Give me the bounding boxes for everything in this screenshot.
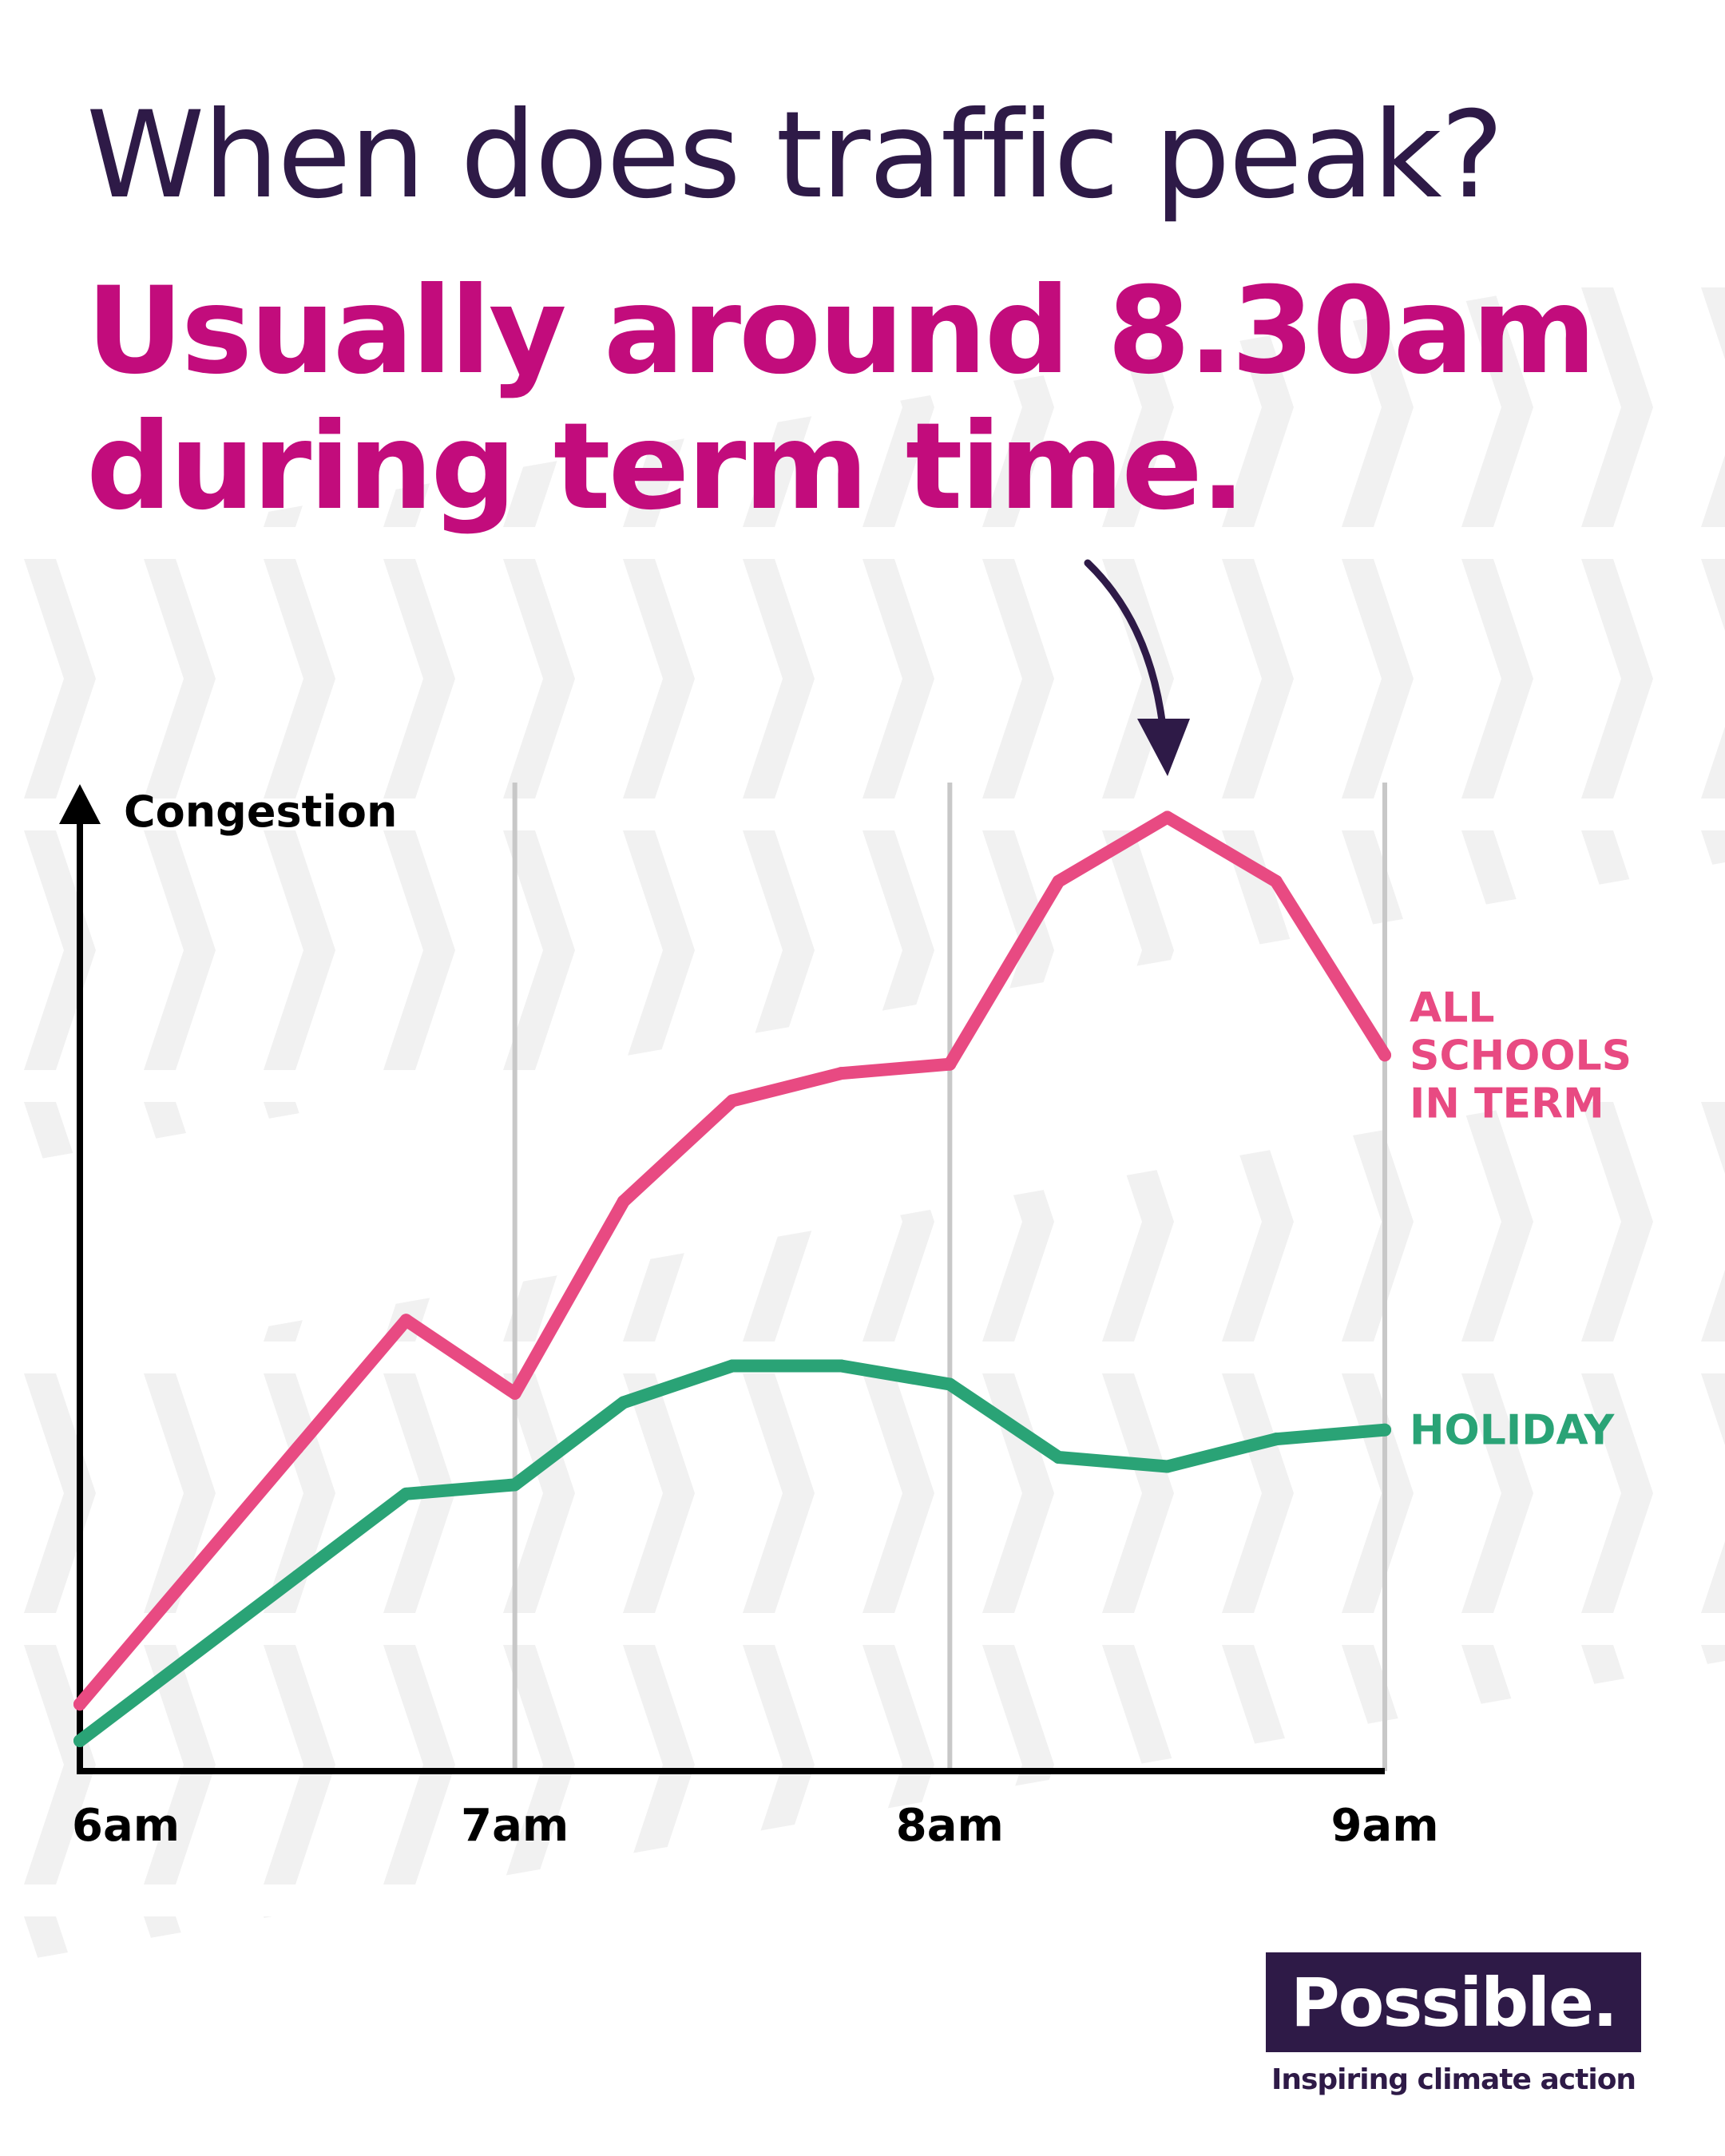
chart-series — [73, 810, 1391, 1747]
chevron-band-2 — [0, 1070, 1725, 1964]
peak-arrow-head — [1137, 719, 1190, 776]
series-0-point-9 — [1052, 874, 1065, 888]
peak-arrow-shaft — [1084, 559, 1167, 731]
series-0-point-1 — [182, 1569, 196, 1583]
chart-axes — [59, 784, 1385, 1774]
series-1-point-4 — [508, 1478, 521, 1492]
x-tick-9am: 9am — [1330, 1800, 1438, 1852]
series-0-point-4 — [508, 1386, 521, 1400]
logo-wordmark: Possible. — [1266, 1952, 1641, 2052]
series-1-point-10 — [1160, 1460, 1174, 1473]
series-0-point-7 — [835, 1067, 848, 1080]
series-label-0: ALL SCHOOLS IN TERM — [1410, 984, 1632, 1128]
series-1-point-6 — [726, 1359, 739, 1373]
series-1-point-9 — [1052, 1451, 1065, 1464]
x-tick-labels: 6am 7am 8am 9am — [72, 1800, 1439, 1852]
series-1-point-1 — [182, 1651, 196, 1665]
series-label-1: HOLIDAY — [1410, 1407, 1616, 1455]
series-line-0 — [73, 810, 1391, 1711]
series-1-point-12 — [1378, 1423, 1391, 1437]
series-0-point-10 — [1160, 810, 1174, 824]
series-0-point-3 — [399, 1314, 413, 1327]
x-tick-6am: 6am — [72, 1800, 180, 1852]
y-axis-title: Congestion — [124, 787, 397, 837]
series-0-point-5 — [617, 1195, 630, 1208]
x-tick-8am: 8am — [896, 1800, 1004, 1852]
series-1-point-3 — [399, 1487, 413, 1500]
series-labels: ALL SCHOOLS IN TERM HOLIDAY — [1410, 984, 1632, 1454]
series-1-point-8 — [943, 1377, 957, 1391]
series-0-point-0 — [73, 1698, 86, 1711]
series-1-point-11 — [1269, 1433, 1283, 1446]
series-0-point-12 — [1378, 1048, 1391, 1062]
page-subtitle: Usually around 8.30am during term time. — [86, 262, 1596, 537]
series-0-point-2 — [291, 1441, 304, 1455]
possible-logo: Possible. Inspiring climate action — [1266, 1952, 1641, 2096]
y-axis-arrowhead — [59, 784, 101, 824]
series-0-point-6 — [726, 1094, 739, 1108]
series-0-point-8 — [943, 1057, 957, 1071]
logo-tagline: Inspiring climate action — [1271, 2063, 1636, 2096]
peak-arrow — [1084, 559, 1190, 776]
series-1-point-7 — [835, 1359, 848, 1373]
chevron-band-1 — [0, 256, 1725, 1166]
series-line-1 — [73, 1359, 1391, 1747]
page-title: When does traffic peak? — [86, 86, 1504, 225]
chart-gridlines — [512, 783, 1387, 1771]
series-1-point-0 — [73, 1734, 86, 1747]
series-1-point-2 — [291, 1569, 304, 1583]
x-tick-7am: 7am — [461, 1800, 569, 1852]
series-0-point-11 — [1269, 874, 1283, 888]
series-1-point-5 — [617, 1396, 630, 1409]
